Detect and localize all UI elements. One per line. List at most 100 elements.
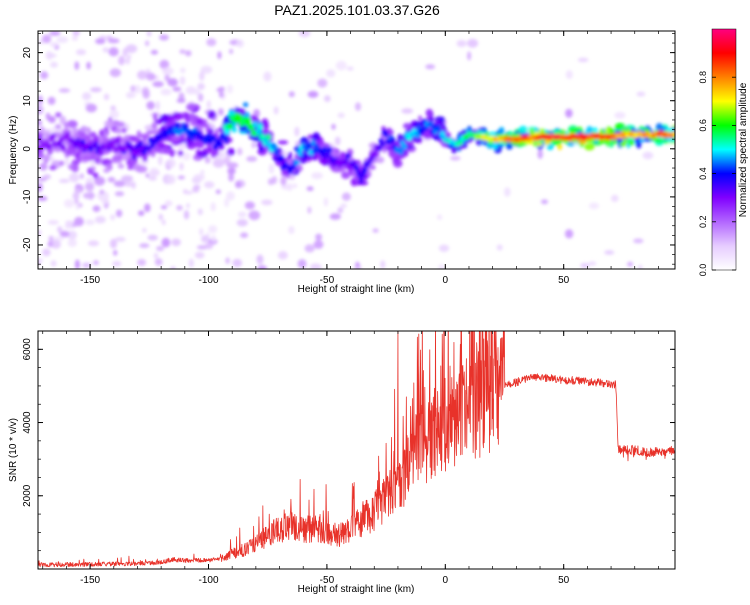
- spectrogram-cell: [158, 213, 164, 221]
- spectrogram-cell: [223, 156, 231, 165]
- spectrogram-ridge-cell: [398, 148, 404, 156]
- spectrogram-cell: [236, 39, 245, 48]
- spectrogram-cell: [212, 158, 225, 168]
- spectrogram-cell: [450, 156, 461, 161]
- spectrogram-cell: [160, 88, 172, 96]
- x-tick-label: -50: [320, 275, 335, 286]
- y-tick-label: 4000: [22, 411, 33, 434]
- y-tick-label: 20: [22, 47, 33, 59]
- spectrogram-cell: [611, 194, 619, 202]
- spectrogram-cell: [127, 165, 134, 170]
- spectrogram-cell: [195, 140, 205, 149]
- spectrogram-cell: [200, 169, 205, 175]
- spectrogram-cell: [576, 139, 587, 145]
- spectrogram-cell: [38, 150, 44, 160]
- spectrogram-cell: [229, 48, 234, 55]
- spectrogram-cell: [161, 144, 170, 149]
- colorbar-tick-label: 0.0: [698, 264, 708, 277]
- spectrogram-cell: [217, 51, 222, 60]
- spectrogram-cell: [126, 54, 132, 59]
- spectrogram-cell: [75, 201, 80, 210]
- spectrogram-ridge-cell: [60, 144, 66, 151]
- spectrogram-cell: [312, 132, 320, 141]
- spectrogram-cell: [38, 40, 44, 45]
- spectrogram-ridge-cell: [671, 131, 675, 137]
- y-tick-label: 10: [22, 95, 33, 107]
- spectrogram-cell: [145, 173, 150, 178]
- spectrogram-cell: [177, 175, 185, 180]
- spectrogram-cell: [59, 230, 70, 238]
- spectrogram-cell: [413, 121, 424, 129]
- spectrogram-cell: [565, 70, 573, 80]
- spectrogram-cell: [149, 167, 159, 176]
- spectrogram-cell: [228, 172, 235, 182]
- spectrogram-cell: [110, 214, 116, 221]
- spectrogram-cell: [88, 191, 94, 201]
- snr-x-axis-label: Height of straight line (km): [298, 584, 415, 595]
- spectrogram-ridge-cell: [327, 146, 333, 153]
- spectrogram-cell: [604, 128, 610, 134]
- y-tick-label: -20: [22, 237, 33, 252]
- spectrogram-cell: [307, 90, 319, 98]
- spectrogram-cell: [179, 49, 186, 54]
- spectrogram-cell: [232, 258, 243, 268]
- spectrogram-cell: [38, 126, 45, 134]
- snr-background: [38, 331, 675, 569]
- spectrogram-cell: [286, 183, 293, 192]
- spectrogram-cell: [162, 67, 174, 76]
- spectrogram-cell: [524, 139, 534, 145]
- spectrogram-cell: [154, 146, 161, 153]
- spectrogram-cell: [72, 31, 80, 36]
- spectrogram-cell: [74, 259, 80, 269]
- spectrogram-cell: [117, 163, 125, 169]
- spectrogram-cell: [79, 173, 84, 180]
- spectrogram-cell: [197, 82, 205, 91]
- spectrogram-ridge-cell: [274, 149, 280, 156]
- spectrogram-cell: [341, 171, 351, 179]
- spectrogram-cell: [38, 95, 43, 106]
- spectrogram-y-axis-label: Frequency (Hz): [8, 116, 19, 185]
- spectrogram-ridge-cell: [227, 122, 233, 130]
- spectrogram-cell: [551, 137, 562, 146]
- spectrogram-cell: [263, 71, 272, 82]
- spectrogram-cell: [170, 266, 176, 269]
- spectrogram-cell: [326, 69, 336, 78]
- spectrogram-cell: [438, 264, 445, 269]
- spectrogram-cell: [42, 248, 51, 257]
- spectrogram-ridge-cell: [129, 145, 136, 153]
- spectrogram-cell: [105, 119, 115, 129]
- spectrogram-cell: [71, 35, 79, 41]
- spectrogram-ridge-cell: [141, 148, 147, 156]
- spectrogram-cell: [273, 106, 279, 115]
- spectrogram-cell: [497, 128, 504, 135]
- spectrogram-cell: [492, 141, 498, 150]
- spectrogram-cell: [393, 159, 403, 168]
- spectrogram-cell: [146, 31, 152, 37]
- spectrogram-cell: [130, 85, 136, 93]
- spectrogram-cell: [467, 38, 479, 48]
- spectrogram-cell: [164, 74, 170, 82]
- spectrogram-cell: [407, 139, 414, 148]
- spectrogram-cell: [376, 156, 385, 164]
- spectrogram-cell: [256, 254, 264, 265]
- spectrogram-ridge-cell: [376, 144, 383, 152]
- spectrogram-cell: [85, 181, 95, 192]
- spectrogram-cell: [63, 121, 70, 129]
- spectrogram-cell: [38, 105, 44, 115]
- spectrogram-cell: [85, 103, 97, 113]
- spectrogram-cell: [385, 146, 392, 151]
- spectrogram-cell: [109, 68, 121, 78]
- spectrogram-cell: [103, 93, 110, 101]
- spectrogram-cell: [614, 124, 622, 131]
- spectrogram-cell: [311, 172, 323, 180]
- spectrogram-cell: [292, 183, 298, 188]
- spectrogram-cell: [309, 263, 322, 269]
- spectrogram-ridge-cell: [98, 148, 104, 156]
- spectrogram-cell: [380, 260, 386, 269]
- spectrogram-cell: [508, 130, 513, 137]
- spectrogram-cell: [584, 143, 595, 151]
- x-tick-label: 0: [443, 275, 449, 286]
- spectrogram-cell: [118, 55, 125, 66]
- spectrogram-cell: [92, 205, 101, 212]
